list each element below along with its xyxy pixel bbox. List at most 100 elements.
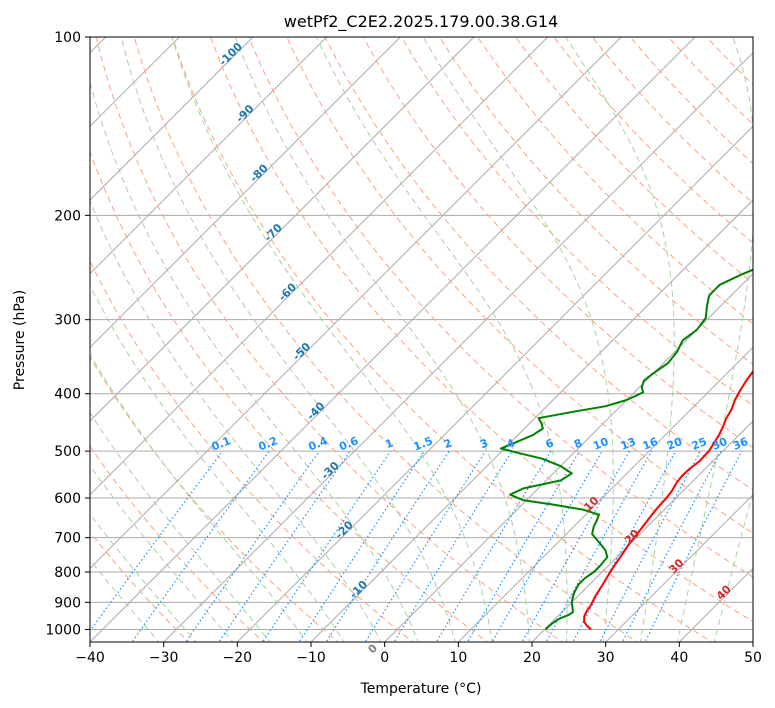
isotherm-line [90, 37, 475, 422]
mixing-ratio-line [393, 450, 513, 642]
isotherm-line [90, 37, 402, 349]
plot-frame [89, 36, 754, 643]
isotherm-line [310, 199, 753, 642]
y-tick-label: 300 [54, 313, 81, 329]
dry-adiabat-line [477, 37, 753, 325]
x-tick-label: 40 [670, 650, 688, 666]
isotherm-line [90, 37, 254, 201]
x-tick-label: 20 [523, 650, 541, 666]
isotherm-line [236, 125, 753, 642]
mixing-ratio-label: 13 [619, 435, 638, 453]
dry-adiabat-line [362, 37, 753, 449]
moist-adiabat-line [171, 37, 493, 642]
x-tick-label: 50 [744, 650, 762, 666]
dry-adiabat-line [400, 37, 753, 407]
y-tick-label: 900 [54, 595, 81, 611]
isotherm-line [457, 346, 753, 642]
mixing-ratio-line [262, 450, 392, 642]
moist-adiabat-line [422, 37, 614, 642]
x-axis: −40 −30 −20 −10 0 10 20 30 40 50 [75, 642, 762, 666]
mixing-ratio-label: 16 [641, 435, 660, 453]
mixing-ratio-line [185, 450, 320, 642]
dry-adiabat-line [248, 37, 753, 578]
y-axis: 1000 900 800 700 600 500 400 300 200 100 [45, 30, 90, 638]
mixing-ratio-line [298, 450, 425, 642]
moist-adiabat-line [90, 559, 160, 642]
y-tick-label: 700 [54, 531, 81, 547]
dry-adiabat-line [438, 37, 753, 366]
dewpoint-series-line [499, 268, 753, 631]
dry-adiabat-line [95, 37, 564, 642]
moist-adiabat-line [90, 284, 345, 642]
moist-adiabat-line [713, 490, 753, 642]
x-tick-label: 30 [597, 650, 615, 666]
mixing-ratio-label: 8 [572, 436, 584, 451]
mixing-ratio-line [572, 450, 677, 642]
chart-title: wetPf2_C2E2.2025.179.00.38.G14 [284, 12, 558, 32]
x-tick-label: −20 [223, 650, 253, 666]
y-tick-label: 200 [54, 208, 81, 224]
dry-adiabat-line [90, 259, 414, 642]
moist-adiabat-line [90, 513, 197, 642]
dry-adiabat-label: 0 [365, 641, 380, 656]
y-tick-label: 600 [54, 491, 81, 507]
y-tick-label: 1000 [45, 622, 81, 638]
dry-adiabat-line [171, 37, 713, 642]
isotherm-line [604, 493, 753, 642]
mixing-ratio-line [621, 450, 722, 642]
isotherm-line [90, 37, 181, 128]
dry-adiabat-line [210, 37, 753, 623]
mixing-ratio-line [599, 450, 702, 642]
plot-background [90, 37, 753, 642]
temperature-series-line [583, 369, 753, 631]
dry-adiabat-line [133, 37, 638, 642]
x-tick-label: −40 [75, 650, 105, 666]
isotherm-line [90, 37, 696, 642]
mixing-ratio-label: 3 [478, 436, 490, 451]
isotherm-line [90, 37, 549, 496]
x-tick-label: −10 [296, 650, 326, 666]
y-axis-label: Pressure (hPa) [12, 290, 28, 390]
mixing-ratio-line [90, 450, 223, 632]
isotherm-line [90, 37, 623, 570]
mixing-ratio-label: 1 [383, 436, 395, 451]
background-lines [0, 10, 753, 654]
isotherm-line [0, 10, 59, 654]
series-layer [499, 268, 753, 631]
y-tick-label: 400 [54, 387, 81, 403]
y-tick-label: 100 [54, 30, 81, 46]
mixing-ratio-line [131, 450, 270, 642]
isotherm-line [162, 51, 753, 642]
dry-adiabat-line [324, 37, 753, 491]
mixing-ratio-label: 20 [665, 435, 684, 453]
mixing-ratio-label: 2 [442, 436, 454, 451]
moist-adiabat-line [565, 37, 675, 642]
moist-adiabat-line [90, 353, 308, 642]
moist-adiabat-line [90, 199, 382, 642]
x-tick-label: 10 [449, 650, 467, 666]
mixing-ratio-label: 30 [710, 435, 729, 453]
mixing-ratio-line [325, 450, 450, 642]
moist-adiabat-line [316, 37, 568, 642]
mixing-ratio-label: 10 [591, 435, 610, 453]
moist-adiabat-line [676, 37, 753, 642]
moist-adiabat-line [120, 37, 456, 642]
mixing-ratio-line [218, 450, 351, 642]
y-tick-label: 800 [54, 565, 81, 581]
moist-adiabat-line [90, 411, 271, 642]
moist-adiabat-line [234, 37, 530, 642]
x-tick-label: 0 [380, 650, 389, 666]
mixing-ratio-line [364, 450, 486, 642]
mixing-ratio-label: 25 [690, 435, 709, 453]
dry-adiabat-line [90, 356, 339, 642]
dry-adiabat-line [286, 37, 753, 534]
y-tick-label: 500 [54, 444, 81, 460]
mixing-ratio-label: 36 [731, 435, 750, 453]
dry-adiabat-line [90, 445, 265, 642]
moist-adiabat-line [90, 464, 234, 642]
x-axis-label: Temperature (°C) [360, 681, 482, 697]
moist-adiabat-line [90, 80, 419, 642]
isotherm-line [90, 37, 328, 275]
x-tick-label: −30 [149, 650, 179, 666]
